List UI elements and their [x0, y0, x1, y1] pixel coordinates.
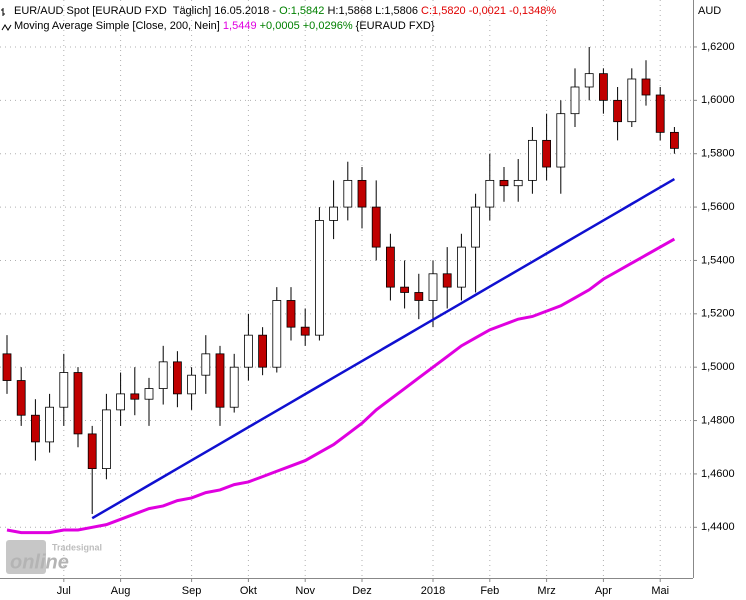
- candle-body: [59, 372, 69, 408]
- candle-body: [371, 206, 381, 248]
- candle-body: [428, 273, 438, 301]
- legend-entry: EUR/AUD Spot [EURAUD FXD Täglich] 16.05.…: [14, 5, 556, 17]
- candle-body: [16, 380, 26, 416]
- legend-text: EUR/AUD Spot [EURAUD FXD Täglich] 16.05.…: [14, 5, 279, 17]
- candle-body: [329, 206, 339, 221]
- candle-body: [45, 406, 54, 443]
- candle-body: [116, 393, 125, 411]
- x-tick-label: Sep: [182, 585, 202, 597]
- candle-body: [30, 414, 40, 443]
- x-tick-label: Mai: [651, 585, 669, 597]
- x-tick-label: Mrz: [537, 585, 555, 597]
- candle-body: [584, 73, 594, 88]
- candle-body: [670, 131, 679, 149]
- x-tick-label: Feb: [480, 585, 499, 597]
- candle-body: [556, 113, 566, 168]
- candle-body: [187, 374, 197, 395]
- candle-body: [229, 366, 239, 408]
- candle-body: [655, 94, 665, 133]
- x-tick-label: Aug: [111, 585, 131, 597]
- watermark-text: Tradesignal: [52, 542, 102, 552]
- candle-body: [641, 78, 651, 96]
- y-tick-label: 1,4600: [701, 468, 735, 480]
- watermark-box: [6, 540, 46, 574]
- candle-body: [570, 86, 580, 115]
- candle-body: [2, 353, 12, 381]
- candle-body: [215, 353, 225, 408]
- candle-body: [385, 246, 395, 288]
- candle-body: [130, 393, 140, 400]
- legend-text: H:1,5868 L:1,5806: [324, 5, 421, 17]
- legend-text: O:1,5842: [279, 5, 324, 17]
- candle-body: [613, 99, 622, 123]
- candle-body: [300, 326, 310, 336]
- y-tick-label: 1,4800: [701, 414, 735, 426]
- candle-body: [414, 292, 424, 301]
- candle-body: [343, 179, 353, 208]
- y-tick-label: 1,5800: [701, 148, 735, 160]
- y-tick-label: 1,5400: [701, 254, 735, 266]
- watermark-text: online: [10, 551, 69, 573]
- watermark: Tradesignal online: [6, 540, 102, 574]
- candle-body: [471, 206, 481, 248]
- legend-entry: Moving Average Simple [Close, 200, Nein]…: [14, 20, 435, 32]
- candle-body: [286, 300, 296, 328]
- candle-body: [272, 300, 282, 368]
- candle-body: [172, 361, 182, 395]
- candle-body: [485, 179, 495, 208]
- x-tick-label: Apr: [595, 585, 612, 597]
- candle-body: [456, 246, 466, 288]
- x-tick-label: Okt: [240, 585, 257, 597]
- y-tick-label: 1,6200: [701, 41, 735, 53]
- x-tick-label: 2018: [421, 585, 445, 597]
- candle-body: [528, 139, 537, 181]
- candle-body: [87, 433, 97, 469]
- legend-text: 1,5449: [223, 20, 257, 32]
- candle-body: [201, 353, 211, 376]
- line-series: [6, 237, 676, 535]
- candle-body: [599, 73, 608, 101]
- candle-body: [73, 372, 83, 435]
- candle-body: [258, 334, 268, 368]
- candle-body: [442, 273, 452, 288]
- legend-text: +0,0005 +0,0296%: [257, 20, 353, 32]
- legend-icon: [1, 8, 5, 16]
- candle-body: [102, 409, 111, 469]
- legend-text: {EURAUD FXD}: [353, 20, 435, 32]
- x-tick-label: Nov: [295, 585, 315, 597]
- candle-body: [499, 179, 509, 187]
- candle-body: [158, 361, 168, 389]
- y-tick-label: 1,5200: [701, 308, 735, 320]
- y-tick-label: 1,4400: [701, 521, 735, 533]
- candle-body: [243, 334, 253, 368]
- line-series: [91, 177, 676, 520]
- x-tick-label: Dez: [352, 585, 372, 597]
- legend-text: C:1,5820 -0,0021 -0,1348%: [421, 5, 556, 17]
- candle-body: [144, 388, 154, 400]
- y-tick-label: 1,5600: [701, 201, 735, 213]
- candle-body: [542, 139, 551, 168]
- y-tick-label: 1,5000: [701, 361, 735, 373]
- candle-body: [513, 179, 523, 187]
- x-tick-label: Jul: [57, 585, 71, 597]
- legend-text: Moving Average Simple [Close, 200, Nein]: [14, 20, 223, 32]
- candle-body: [627, 78, 637, 123]
- candle-body: [357, 179, 367, 208]
- y-tick-label: 1,6000: [701, 94, 735, 106]
- legend-icon: [1, 24, 12, 31]
- candle-body: [400, 286, 410, 293]
- candle-body: [314, 220, 324, 336]
- y-axis-label: AUD: [698, 5, 721, 17]
